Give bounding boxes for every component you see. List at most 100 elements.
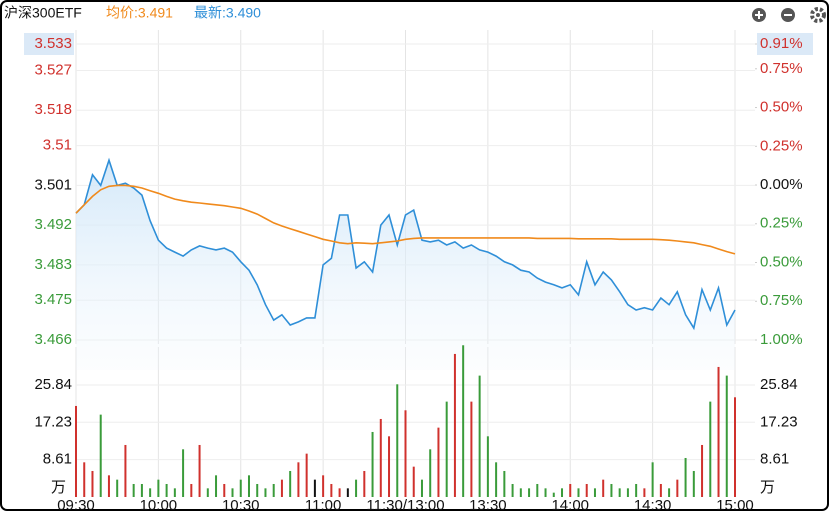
volume-bar (453, 353, 456, 497)
volume-bar (223, 483, 226, 497)
volume-tick-label: 17.23 (760, 413, 798, 430)
volume-tick-label: 8.61 (760, 451, 789, 468)
x-tick-label: 10:30 (222, 497, 260, 511)
volume-bar (734, 397, 736, 497)
volume-bar (478, 375, 481, 497)
price-area (76, 160, 735, 370)
y2-tick-label: 0.75% (760, 60, 803, 77)
zoom-out-button[interactable] (781, 8, 795, 22)
volume-bar (157, 479, 160, 497)
volume-bar (75, 405, 77, 497)
y-tick-label: 3.475 (34, 291, 72, 308)
x-tick-label: 09:30 (57, 497, 95, 511)
volume-bar (198, 444, 201, 497)
chart-title: 沪深300ETF (4, 5, 82, 21)
zoom-in-button[interactable] (752, 8, 766, 22)
volume-tick-label: 8.61 (43, 451, 72, 468)
volume-bar (495, 462, 498, 497)
volume-bar (289, 470, 292, 497)
volume-bar (313, 479, 316, 497)
volume-bar (709, 401, 712, 497)
volume-bar (346, 488, 349, 497)
volume-tick-label: 25.84 (34, 376, 72, 393)
volume-bar (701, 444, 704, 497)
volume-bar (437, 427, 440, 497)
volume-bar (99, 414, 102, 497)
volume-bar (635, 483, 638, 497)
volume-tick-label: 17.23 (34, 413, 72, 430)
volume-bar (91, 470, 94, 497)
volume-bar (561, 488, 564, 497)
settings-button[interactable] (810, 7, 826, 23)
volume-bar (182, 449, 185, 497)
volume-bar (668, 488, 671, 497)
volume-tick-label: 25.84 (760, 376, 798, 393)
volume-bar (149, 488, 152, 497)
x-tick-label: 15:00 (716, 497, 754, 511)
y2-tick-label: 0.91% (760, 35, 803, 52)
price-line (75, 157, 736, 331)
y-tick-label: 3.492 (34, 216, 72, 233)
volume-bar (116, 479, 119, 497)
volume-bar (717, 366, 720, 497)
volume-bar (206, 488, 209, 497)
volume-bar (503, 470, 506, 497)
volume-bar (280, 479, 283, 497)
volume-bar (602, 479, 605, 497)
x-tick-label: 11:00 (305, 497, 341, 511)
volume-bar (388, 436, 391, 497)
volume-bar (610, 483, 613, 497)
volume-bar (684, 457, 687, 497)
volume-bar (651, 462, 654, 497)
volume-bar (659, 483, 662, 497)
volume-bar (239, 479, 242, 497)
volume-bar (107, 475, 110, 497)
volume-bar (215, 475, 218, 497)
volume-bar (305, 453, 308, 497)
y2-tick-label: 0.25% (760, 137, 803, 154)
y2-tick-label: 1.00% (760, 331, 803, 348)
volume-bar (536, 483, 539, 497)
y2-tick-label: 0.00% (760, 176, 803, 193)
x-tick-label: 14:00 (551, 497, 589, 511)
volume-bar (725, 375, 728, 497)
volume-bar (429, 449, 432, 497)
volume-bar (247, 475, 250, 497)
volume-bar (256, 483, 259, 497)
last-label: 最新:3.490 (194, 5, 261, 21)
volume-bar (412, 466, 415, 497)
y2-tick-label: 0.50% (760, 253, 803, 270)
price-line (75, 184, 736, 255)
y2-tick-label: 0.25% (760, 215, 803, 232)
y-tick-label: 3.518 (34, 101, 72, 118)
volume-bar (626, 488, 629, 497)
y-tick-label: 3.501 (34, 176, 72, 193)
volume-bar (363, 470, 366, 497)
volume-bar (643, 488, 646, 497)
volume-bar (420, 479, 423, 497)
volume-bar (692, 470, 695, 497)
y-tick-label: 3.533 (34, 35, 72, 52)
volume-bar (272, 483, 275, 497)
volume-bar (445, 401, 448, 497)
avg-label: 均价:3.491 (106, 5, 173, 21)
volume-bar (338, 488, 341, 497)
volume-bar (297, 462, 300, 497)
volume-bar (470, 401, 473, 497)
volume-bar (165, 483, 168, 497)
volume-bar (577, 488, 580, 497)
volume-bar (132, 483, 135, 497)
y-tick-label: 3.51 (43, 137, 72, 154)
volume-bar (618, 488, 621, 497)
volume-unit: 万 (51, 479, 66, 496)
volume-bar (371, 431, 374, 497)
volume-bar (396, 384, 399, 497)
volume-bar (552, 492, 555, 497)
volume-bar (322, 475, 325, 497)
y2-tick-label: 0.50% (760, 99, 803, 116)
volume-bar (462, 345, 465, 497)
plot: 09:30 10:00 10:30 11:00 11:30/13:00 13:30 14:0… (24, 30, 813, 511)
volume-bar (404, 410, 407, 497)
volume-bar (379, 418, 382, 497)
volume-bar (528, 488, 531, 497)
